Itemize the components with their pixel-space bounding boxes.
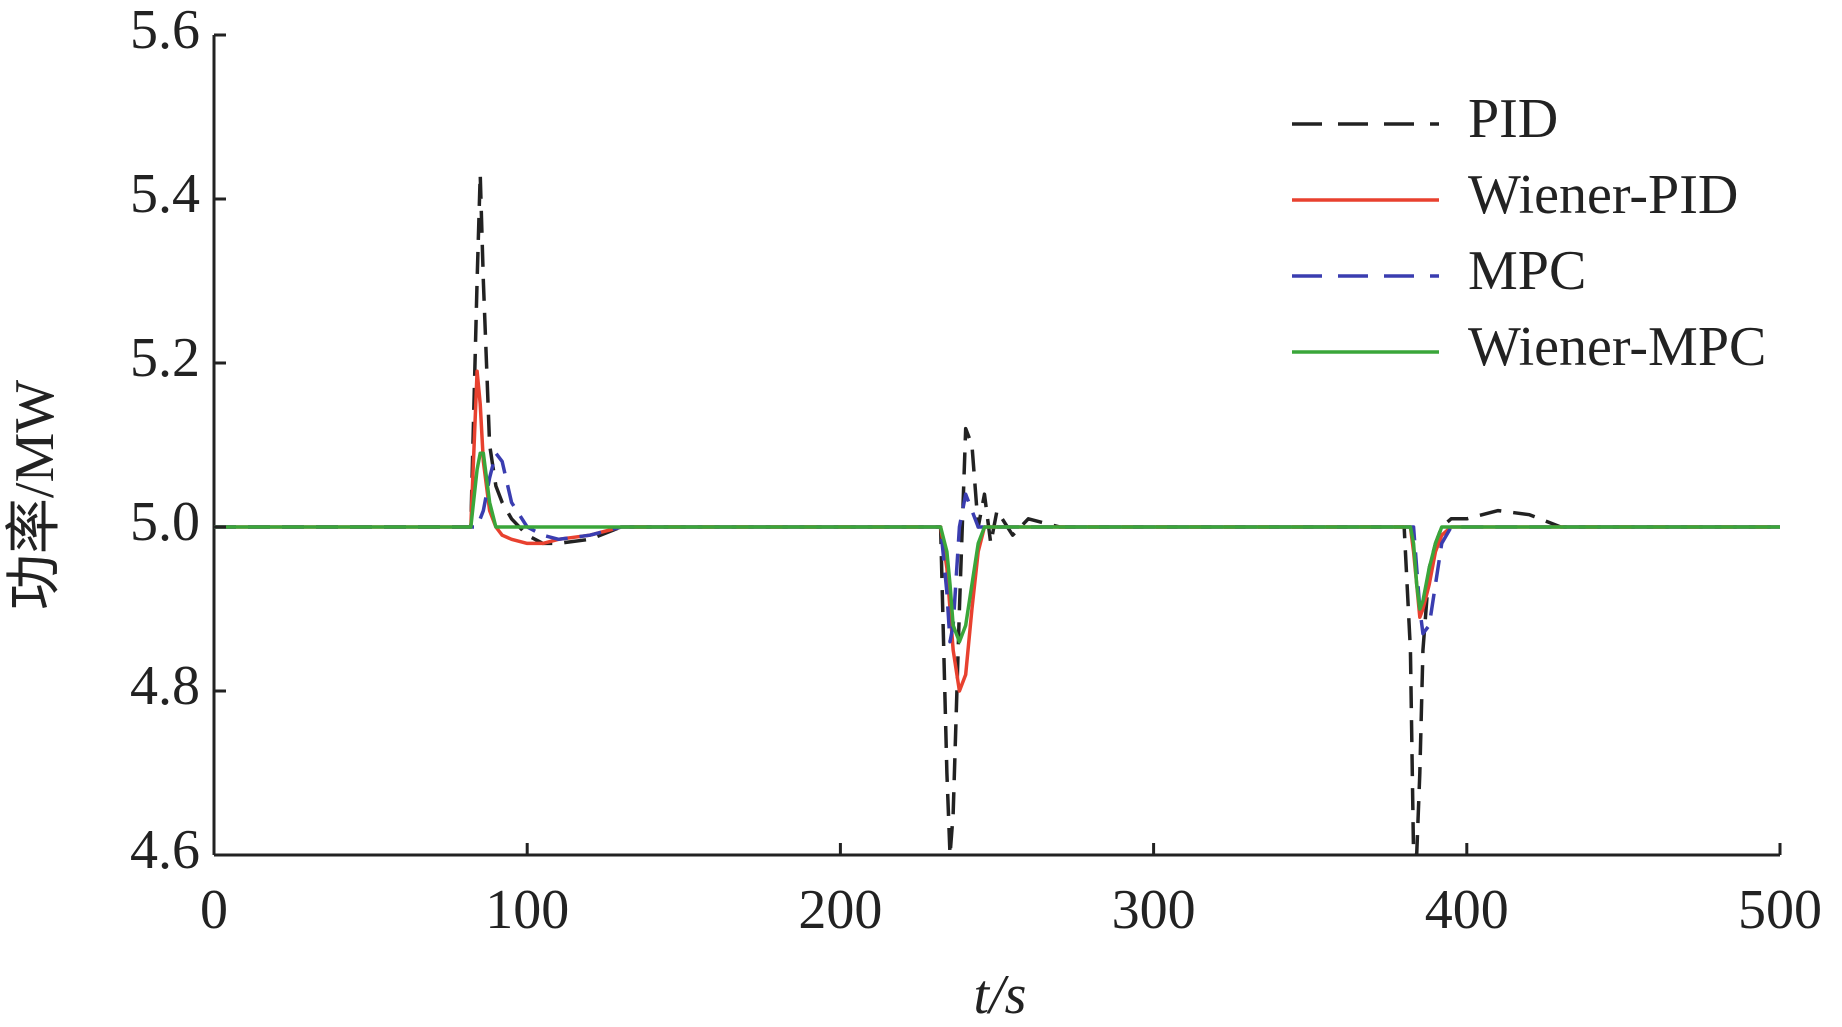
x-axis-label: t/s [974,964,1027,1026]
x-tick-label: 0 [200,879,228,941]
y-tick-label: 5.6 [130,0,200,61]
x-tick-label: 200 [798,879,882,941]
series-line [214,172,1780,855]
series-line [214,369,1780,693]
y-tick-label: 5.4 [130,163,200,225]
x-tick-label: 400 [1425,879,1509,941]
y-tick-label: 4.6 [130,819,200,881]
legend-label: Wiener-MPC [1468,316,1766,378]
legend-label: MPC [1468,240,1586,302]
series-line [214,451,1780,644]
y-tick-label: 5.0 [130,491,200,553]
legend-label: PID [1468,88,1558,150]
x-tick-label: 500 [1738,879,1822,941]
series-line [214,451,1780,644]
y-axis-label: 功率/MW [4,380,66,610]
plot-area [214,172,1780,855]
x-tick-label: 100 [485,879,569,941]
x-tick-label: 300 [1112,879,1196,941]
legend-label: Wiener-PID [1468,164,1738,226]
y-tick-label: 5.2 [130,327,200,389]
y-tick-label: 4.8 [130,655,200,717]
